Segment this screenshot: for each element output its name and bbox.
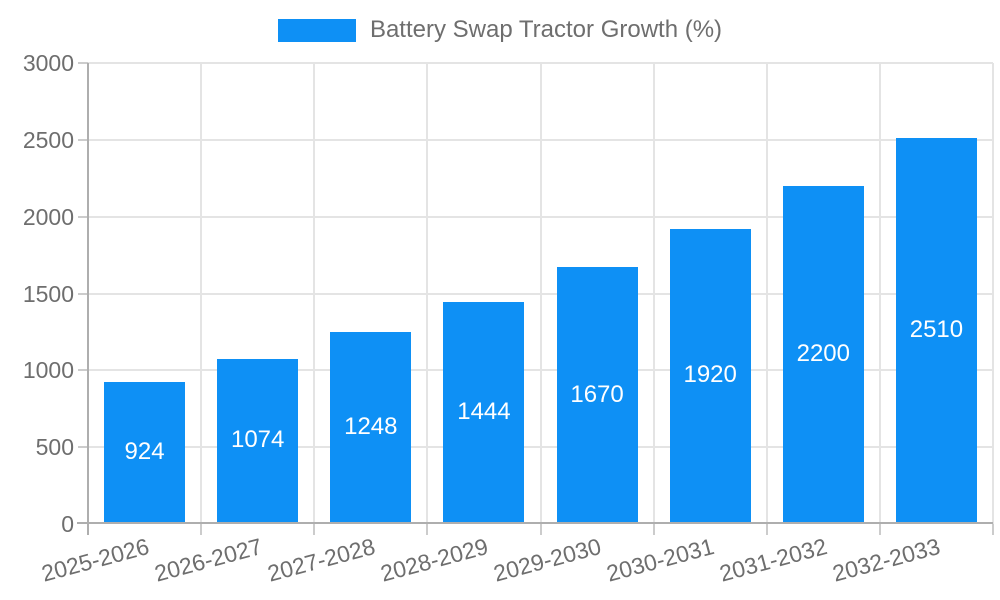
bar-2031-2032[interactable]	[782, 185, 864, 522]
y-axis-label-2500: 2500	[22, 126, 74, 153]
gridline-x-1	[200, 63, 203, 524]
bar-value-2029-2030: 1670	[570, 380, 624, 408]
x-tick-4	[539, 524, 542, 535]
x-axis-label-2030-2031: 2030-2031	[603, 533, 717, 587]
gridline-x-6	[765, 63, 768, 524]
y-tick-500	[78, 446, 88, 449]
bar-2028-2029[interactable]	[443, 302, 525, 522]
y-tick-2500	[78, 138, 88, 141]
bar-value-2028-2029: 1444	[457, 398, 511, 426]
y-tick-2000	[78, 215, 88, 218]
bar-value-2032-2033: 2510	[909, 316, 964, 344]
x-tick-6	[765, 524, 768, 535]
bar-value-2027-2028: 1248	[344, 413, 398, 441]
y-axis-label-500: 500	[35, 434, 74, 461]
bar-2032-2033[interactable]	[895, 138, 977, 522]
x-tick-7	[878, 524, 881, 535]
y-axis-label-1000: 1000	[22, 357, 74, 384]
x-axis-label-2026-2027: 2026-2027	[151, 533, 265, 587]
x-axis	[77, 522, 993, 524]
y-axis-label-2000: 2000	[22, 203, 74, 230]
gridline-x-8	[992, 63, 994, 524]
x-axis-label-2029-2030: 2029-2030	[490, 533, 604, 587]
gridline-x-5	[652, 63, 655, 524]
y-axis	[87, 63, 89, 535]
y-tick-1500	[78, 292, 88, 295]
y-tick-1000	[78, 369, 88, 372]
bar-value-2025-2026: 924	[124, 438, 165, 465]
legend-title: Battery Swap Tractor Growth (%)	[369, 16, 723, 43]
legend[interactable]: Battery Swap Tractor Growth (%)	[0, 17, 1000, 43]
bar-value-2031-2032: 2200	[796, 339, 850, 367]
bar-2025-2026[interactable]	[104, 382, 186, 522]
x-tick-5	[652, 524, 655, 535]
legend-swatch	[277, 18, 356, 42]
plot-area: 924 1074 1248 1444 1670 1920 2200 2510 0 500 1000 1…	[23, 50, 994, 587]
x-axis-label-2031-2032: 2031-2032	[717, 533, 831, 587]
gridline-x-4	[539, 63, 542, 524]
bar-value-2030-2031: 1920	[683, 361, 737, 389]
x-axis-label-2025-2026: 2025-2026	[38, 533, 152, 587]
y-axis-label-0: 0	[61, 511, 74, 537]
gridline-x-7	[878, 63, 881, 524]
gridline-x-2	[313, 63, 316, 524]
bar-2029-2030[interactable]	[556, 267, 638, 522]
x-tick-8	[992, 524, 994, 535]
x-axis-label-2032-2033: 2032-2033	[830, 533, 944, 587]
bar-2026-2027[interactable]	[217, 358, 299, 522]
bar-value-2026-2027: 1074	[230, 426, 285, 454]
x-tick-2	[313, 524, 316, 535]
x-tick-3	[426, 524, 429, 535]
bar-2030-2031[interactable]	[669, 228, 751, 522]
y-tick-3000	[78, 62, 88, 64]
x-axis-label-2028-2029: 2028-2029	[377, 533, 491, 587]
y-axis-label-3000: 3000	[22, 50, 74, 76]
y-axis-label-1500: 1500	[22, 280, 74, 307]
x-tick-1	[200, 524, 203, 535]
gridline-x-3	[426, 63, 429, 524]
bar-2027-2028[interactable]	[330, 332, 412, 522]
x-axis-label-2027-2028: 2027-2028	[264, 533, 378, 587]
